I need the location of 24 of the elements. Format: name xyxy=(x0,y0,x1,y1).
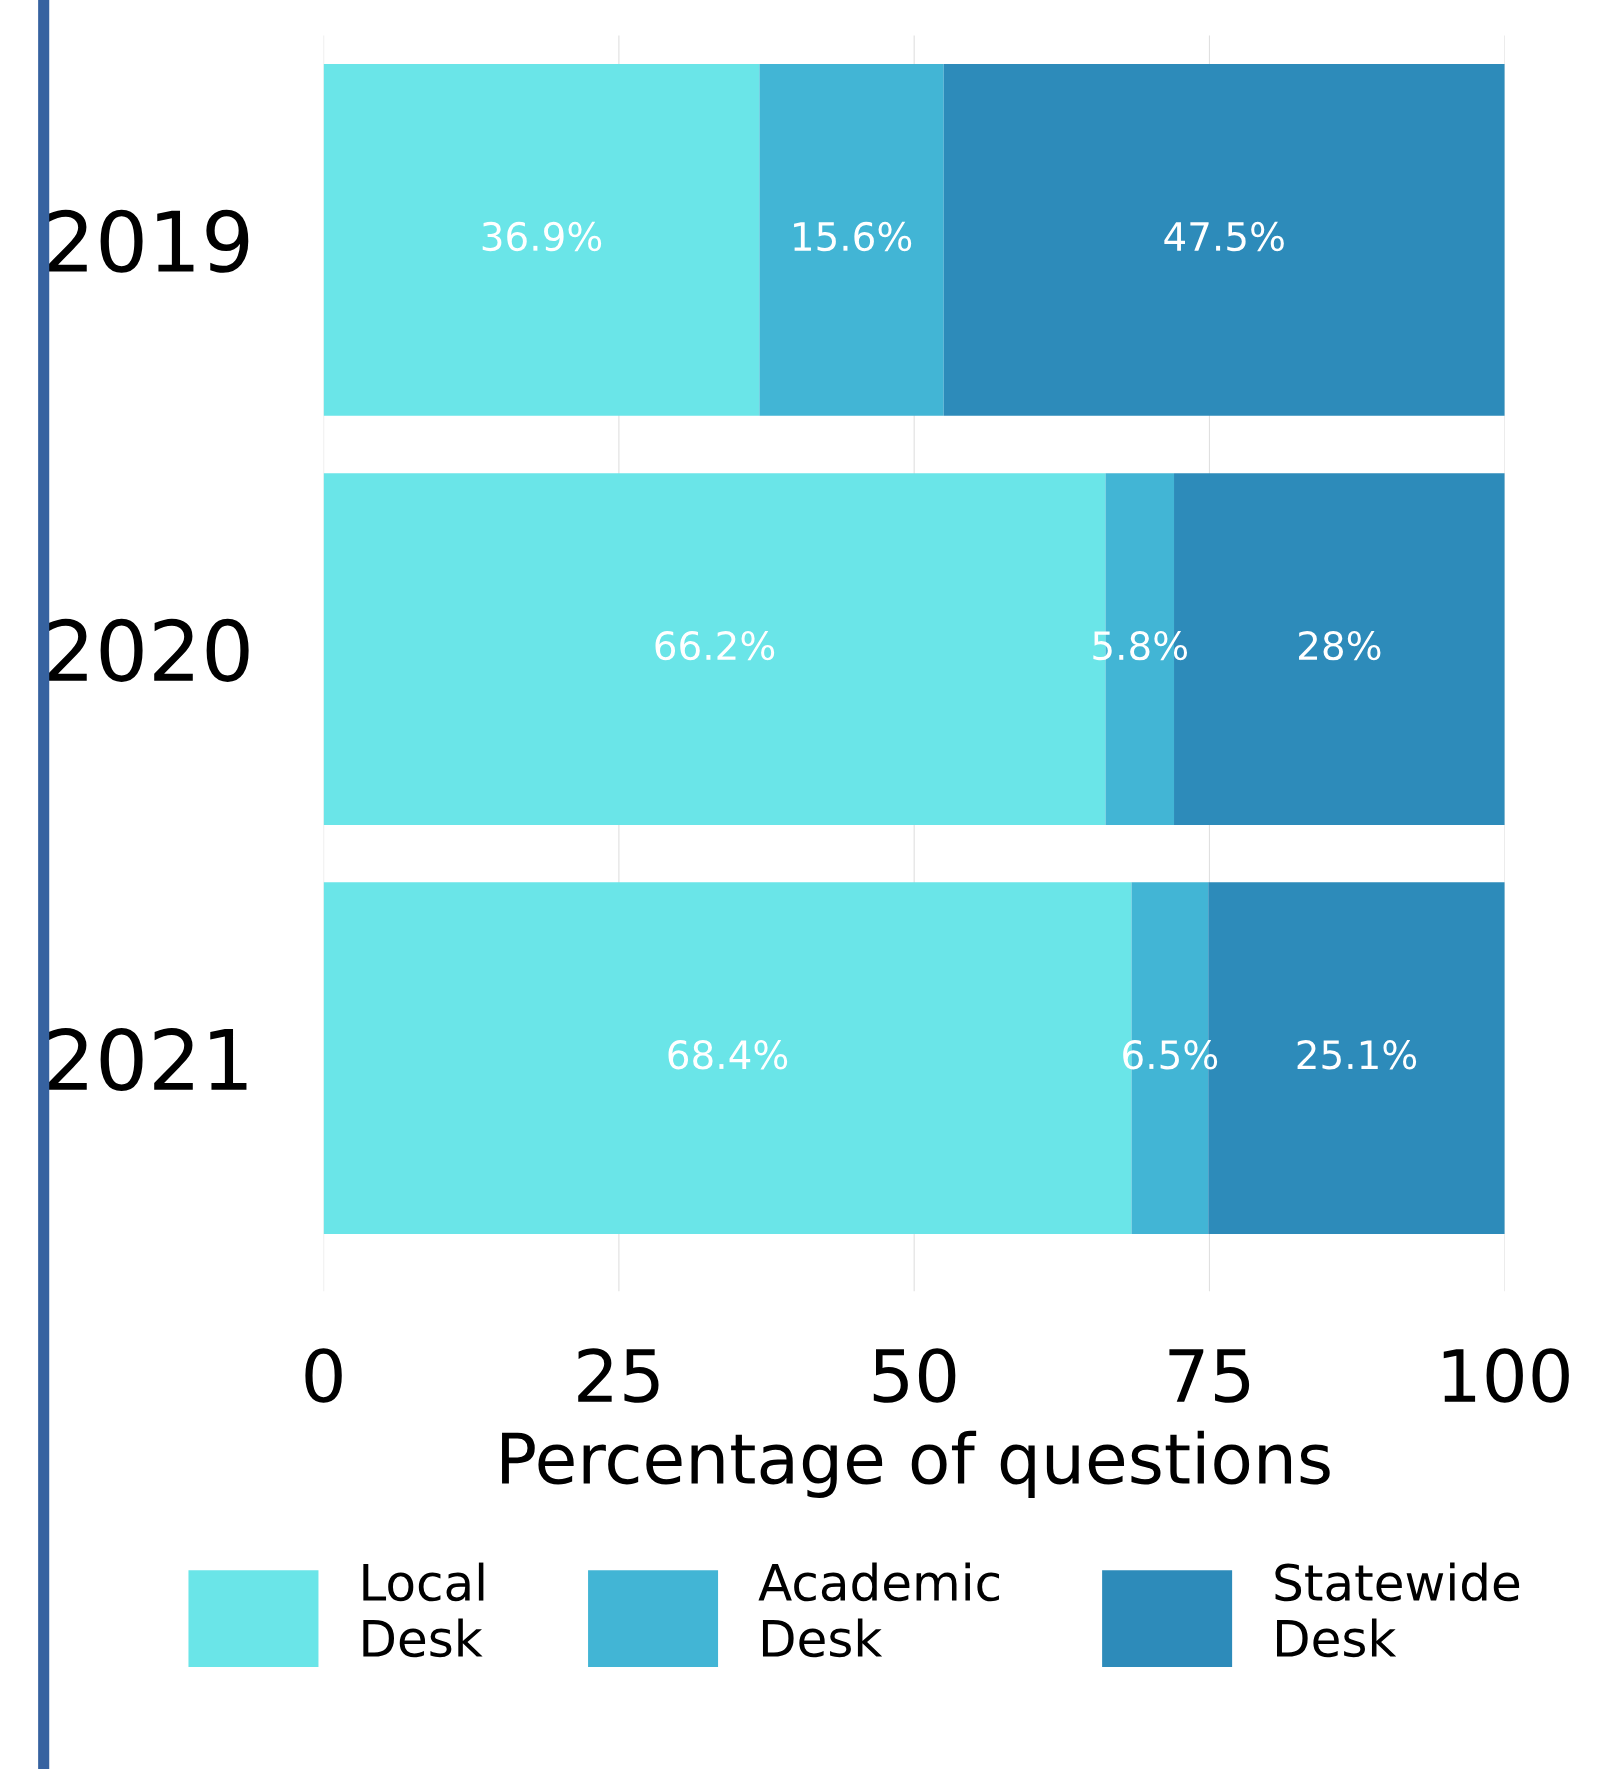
x-tick-label: 50 xyxy=(873,1348,956,1403)
bar xyxy=(759,64,944,416)
data-label: 68.4% xyxy=(668,1040,788,1070)
legend-label: Local Desk xyxy=(363,1562,484,1658)
data-label: 66.2% xyxy=(655,630,775,661)
data-label: 36.9% xyxy=(482,221,602,252)
legend-label: Academic Desk xyxy=(758,1562,1000,1658)
legend-label: Statewide Desk xyxy=(1275,1562,1520,1658)
x-axis-title: Percentage of questions xyxy=(502,1430,1330,1498)
data-label: 6.5% xyxy=(1123,1040,1218,1070)
y-tick-label: 2021 xyxy=(48,1027,247,1092)
x-tick-label: 100 xyxy=(1443,1348,1569,1403)
data-label: 15.6% xyxy=(794,221,912,252)
bar xyxy=(323,64,760,416)
data-label: 47.5% xyxy=(1164,221,1284,252)
data-label: 5.8% xyxy=(1093,630,1188,661)
bar xyxy=(943,64,1505,416)
y-tick-label: 2019 xyxy=(48,209,249,273)
x-tick-label: 0 xyxy=(305,1348,342,1403)
data-label: 25.1% xyxy=(1297,1040,1417,1070)
data-label: 28% xyxy=(1299,630,1381,661)
y-tick-label: 2020 xyxy=(48,618,249,682)
x-tick-label: 75 xyxy=(1169,1349,1250,1403)
x-tick-label: 25 xyxy=(578,1348,659,1403)
